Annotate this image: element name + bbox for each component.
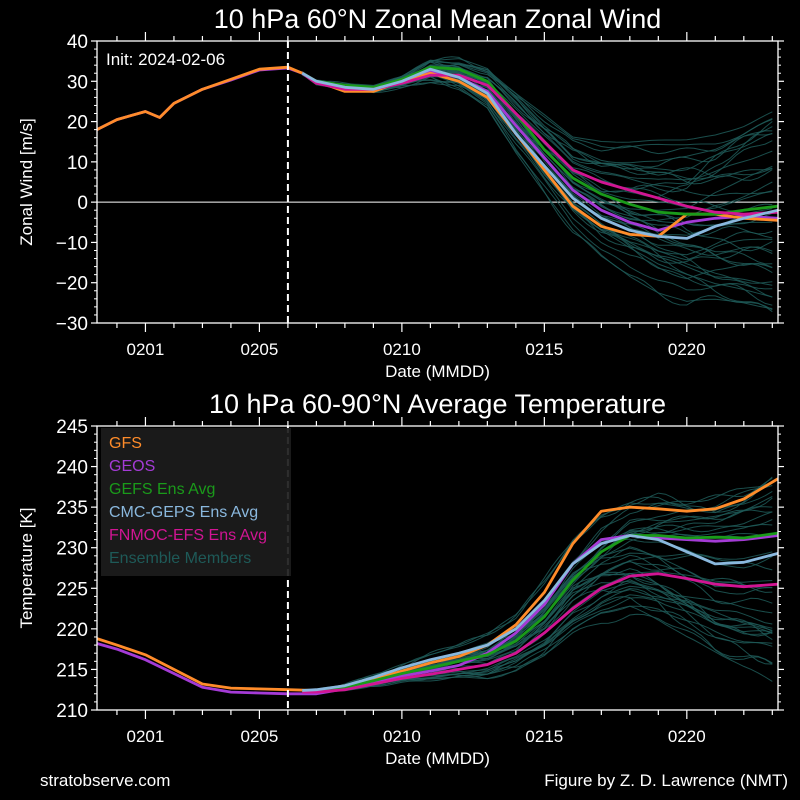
ensemble-member-line	[301, 72, 773, 306]
legend: GFS GEOS GEFS Ens Avg CMC-GEPS Ens Avg FNMOC…	[101, 428, 291, 576]
plot-area	[97, 41, 778, 323]
init-date-annotation: Init: 2024-02-06	[106, 50, 225, 69]
legend-entry: GFS	[109, 435, 142, 452]
y-tick-label: 215	[56, 660, 88, 681]
footer-credit: Figure by Z. D. Lawrence (NMT)	[544, 771, 788, 790]
ensemble-member-line	[301, 63, 773, 143]
y-tick-label: 235	[56, 498, 88, 519]
y-tick-label: 0	[77, 193, 88, 214]
series-line-fnmoc-efs-ens-avg	[302, 572, 778, 694]
chart-title: 10 hPa 60°N Zonal Mean Zonal Wind	[214, 4, 662, 34]
y-tick-label: 210	[56, 701, 88, 722]
x-tick-label: 0215	[525, 340, 563, 359]
legend-entry: FNMOC-EFS Ens Avg	[109, 527, 267, 544]
x-tick-label: 0210	[383, 727, 421, 746]
y-tick-label: 20	[67, 113, 88, 134]
y-tick-label: 220	[56, 620, 88, 641]
x-tick-label: 0205	[241, 727, 279, 746]
plot-area	[97, 426, 778, 710]
y-tick-label: −30	[56, 314, 88, 335]
legend-entry: CMC-GEPS Ens Avg	[109, 504, 258, 521]
footer-source[interactable]: stratobserve.com	[40, 771, 171, 790]
y-tick-label: 245	[56, 417, 88, 438]
x-tick-label: 0220	[668, 340, 706, 359]
ensemble-member-line	[301, 72, 773, 264]
legend-box	[101, 428, 291, 576]
plot-frame	[96, 40, 779, 324]
y-tick-label: 230	[56, 539, 88, 560]
ensemble-member-line	[302, 497, 773, 694]
chart-title: 10 hPa 60-90°N Average Temperature	[209, 389, 666, 419]
x-tick-label: 0215	[525, 727, 563, 746]
ensemble-member-line	[301, 72, 773, 298]
ensemble-member-line	[301, 73, 773, 298]
x-tick-label: 0220	[668, 727, 706, 746]
ensemble-member-line	[302, 490, 773, 691]
ensemble-member-line	[301, 71, 773, 274]
plot-frame	[96, 425, 779, 711]
legend-entry: Ensemble Members	[109, 550, 251, 567]
y-tick-label: 40	[67, 32, 88, 53]
series-line-cmc-geps-ens-avg	[301, 67, 778, 240]
chart-panel-1: 10 hPa 60°N Zonal Mean Zonal Wind 40 30 20 1…	[17, 4, 784, 381]
x-tick-label: 0210	[383, 340, 421, 359]
ensemble-member-line	[302, 481, 773, 693]
y-tick-label: 30	[67, 72, 88, 93]
legend-entry: GEFS Ens Avg	[109, 481, 215, 498]
legend-entry: GEOS	[109, 458, 155, 475]
y-tick-label: 240	[56, 458, 88, 479]
y-tick-label: 225	[56, 579, 88, 600]
ensemble-member-line	[301, 59, 773, 172]
series-line-cmc-geps-ens-avg	[302, 534, 778, 692]
y-axis-label: Zonal Wind [m/s]	[17, 118, 36, 246]
series-line-gfs	[97, 477, 778, 692]
x-tick-label: 0205	[241, 340, 279, 359]
y-tick-label: 10	[67, 153, 88, 174]
x-tick-label: 0201	[127, 340, 165, 359]
ensemble-member-line	[301, 71, 773, 280]
x-tick-label: 0201	[127, 727, 165, 746]
ensemble-member-line	[302, 613, 773, 694]
series-line-gfs	[97, 65, 778, 238]
x-axis-label: Date (MMDD)	[385, 749, 490, 768]
series-line-gefs-ens-avg	[302, 531, 778, 693]
ensemble-member-line	[301, 73, 773, 291]
series-line-geos	[97, 534, 778, 696]
y-tick-label: −10	[56, 233, 88, 254]
x-axis-label: Date (MMDD)	[385, 362, 490, 381]
series-line-gefs-ens-avg	[301, 65, 778, 216]
chart-panel-2: 10 hPa 60-90°N Average Temperature 245 240…	[17, 389, 784, 768]
y-axis-label: Temperature [K]	[17, 508, 36, 629]
ensemble-member-line	[302, 605, 773, 693]
y-tick-label: −20	[56, 274, 88, 295]
